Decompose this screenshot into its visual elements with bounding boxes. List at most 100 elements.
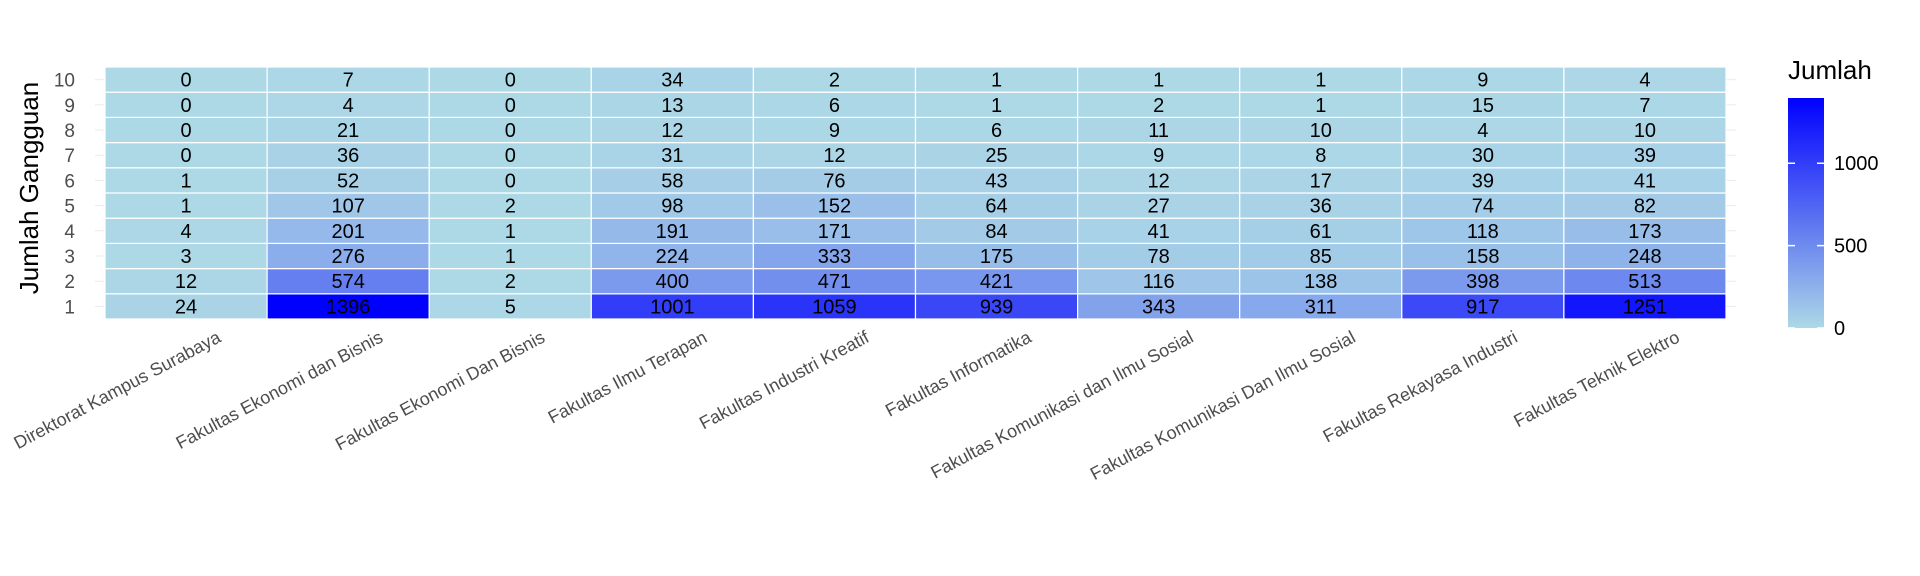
- cell-value-label: 27: [1148, 196, 1170, 218]
- cell-value-label: 4: [1477, 120, 1488, 142]
- heatmap-cell: [1401, 268, 1565, 295]
- cell-value-label: 3: [180, 246, 191, 268]
- cell-value-label: 2: [829, 70, 840, 92]
- y-tick-label: 7: [64, 146, 75, 167]
- heatmap-cell: [914, 293, 1079, 320]
- cell-value-label: 400: [656, 271, 689, 293]
- cell-value-label: 311: [1305, 296, 1337, 318]
- heatmap-cell: [428, 192, 592, 219]
- heatmap-cell: [1563, 167, 1727, 194]
- y-axis-title: Jumlah Gangguan: [14, 82, 44, 294]
- legend-title: Jumlah: [1788, 55, 1872, 85]
- x-tick-label: Fakultas Ilmu Terapan: [545, 327, 710, 428]
- x-tick-label: Fakultas Komunikasi dan Ilmu Sosial: [927, 327, 1196, 483]
- y-tick-label: 8: [64, 121, 75, 142]
- heatmap-cell: [266, 66, 430, 93]
- cell-value-label: 0: [180, 70, 191, 92]
- heatmap-cell: [1563, 242, 1727, 270]
- cell-value-label: 0: [505, 120, 516, 142]
- cell-value-label: 11: [1148, 120, 1169, 142]
- heatmap-cell: [752, 293, 917, 320]
- heatmap-cell: [914, 242, 1079, 270]
- cell-value-label: 4: [1639, 70, 1650, 92]
- cell-value-label: 0: [505, 145, 516, 167]
- cell-value-label: 398: [1466, 271, 1499, 293]
- cell-value-label: 41: [1148, 221, 1170, 243]
- cell-value-label: 85: [1310, 246, 1332, 268]
- cell-value-label: 9: [1153, 145, 1164, 167]
- heatmap-cell: [752, 91, 917, 118]
- cell-value-label: 333: [818, 246, 851, 268]
- y-axis-ticks: 1 2 3 4 5 6 7 8 9 10: [54, 71, 76, 319]
- cell-value-label: 0: [180, 120, 191, 142]
- heatmap-cell: [1563, 192, 1727, 219]
- heatmap-cell: [104, 66, 268, 93]
- legend-tick-label: 0: [1834, 318, 1845, 340]
- cell-value-label: 21: [337, 120, 359, 142]
- heatmap-cell: [1563, 268, 1727, 295]
- legend-ticks: 0 500 1000: [1788, 153, 1879, 340]
- cell-value-label: 1: [505, 221, 516, 243]
- heatmap-cell: [428, 167, 592, 194]
- x-tick-label: Fakultas Industri Kreatif: [696, 326, 873, 433]
- legend-tick-label: 500: [1834, 236, 1867, 258]
- cell-value-label: 1: [991, 70, 1002, 92]
- heatmap-cell: [428, 116, 592, 144]
- heatmap-cell: [266, 142, 430, 169]
- cell-value-label: 4: [180, 221, 191, 243]
- heatmap-cell: [1239, 192, 1403, 219]
- cell-value-label: 8: [1315, 145, 1326, 167]
- y-tick-label: 5: [64, 197, 75, 218]
- cell-value-label: 31: [661, 145, 683, 167]
- cell-value-label: 41: [1634, 170, 1656, 192]
- legend-tick-label: 1000: [1834, 153, 1879, 175]
- cell-value-label: 7: [1639, 95, 1650, 117]
- x-tick-label: Fakultas Informatika: [882, 326, 1035, 420]
- cell-value-label: 74: [1472, 196, 1494, 218]
- cell-value-label: 15: [1472, 95, 1494, 117]
- heatmap-cell: [914, 66, 1079, 93]
- heatmap-cell: [1076, 217, 1241, 244]
- y-tick-label: 6: [64, 171, 75, 192]
- heatmap-cell: [1401, 242, 1565, 270]
- heatmap-cell: [1563, 91, 1727, 118]
- cell-value-label: 1001: [650, 296, 695, 318]
- heatmap-cell: [428, 91, 592, 118]
- cell-value-label: 0: [180, 145, 191, 167]
- heatmap-cell: [1563, 142, 1727, 169]
- cell-value-label: 118: [1467, 221, 1499, 243]
- cell-value-label: 1: [180, 170, 191, 192]
- heatmap-cell: [914, 91, 1079, 118]
- cell-value-label: 2: [1153, 95, 1164, 117]
- cell-value-label: 52: [337, 170, 359, 192]
- cell-value-label: 78: [1148, 246, 1170, 268]
- y-tick-label: 9: [64, 96, 75, 117]
- cell-value-label: 1: [180, 196, 191, 218]
- cell-value-label: 39: [1634, 145, 1656, 167]
- cell-value-label: 24: [175, 296, 197, 318]
- cell-value-label: 201: [331, 221, 364, 243]
- heatmap-cell: [590, 91, 754, 118]
- cell-value-label: 917: [1466, 296, 1499, 318]
- cell-value-label: 12: [661, 120, 683, 142]
- heatmap-cell: [1076, 167, 1241, 194]
- heatmap-cell: [104, 242, 268, 270]
- heatmap-cell: [914, 217, 1079, 244]
- cell-value-label: 276: [331, 246, 364, 268]
- heatmap-cell: [104, 192, 268, 219]
- cell-value-label: 5: [505, 296, 516, 318]
- x-tick-label: Fakultas Komunikasi Dan Ilmu Sosial: [1087, 327, 1359, 484]
- legend-colorbar: [1788, 98, 1824, 328]
- heatmap-cell: [1239, 91, 1403, 118]
- cell-value-label: 84: [985, 221, 1007, 243]
- heatmap-cell: [266, 242, 430, 270]
- heatmap-cell: [752, 217, 917, 244]
- cell-value-label: 173: [1628, 221, 1661, 243]
- cell-value-label: 224: [656, 246, 689, 268]
- heatmap-cell: [1401, 142, 1565, 169]
- cell-value-label: 39: [1472, 170, 1494, 192]
- heatmap-cell: [104, 91, 268, 118]
- cell-value-label: 17: [1310, 170, 1332, 192]
- cell-value-label: 36: [337, 145, 359, 167]
